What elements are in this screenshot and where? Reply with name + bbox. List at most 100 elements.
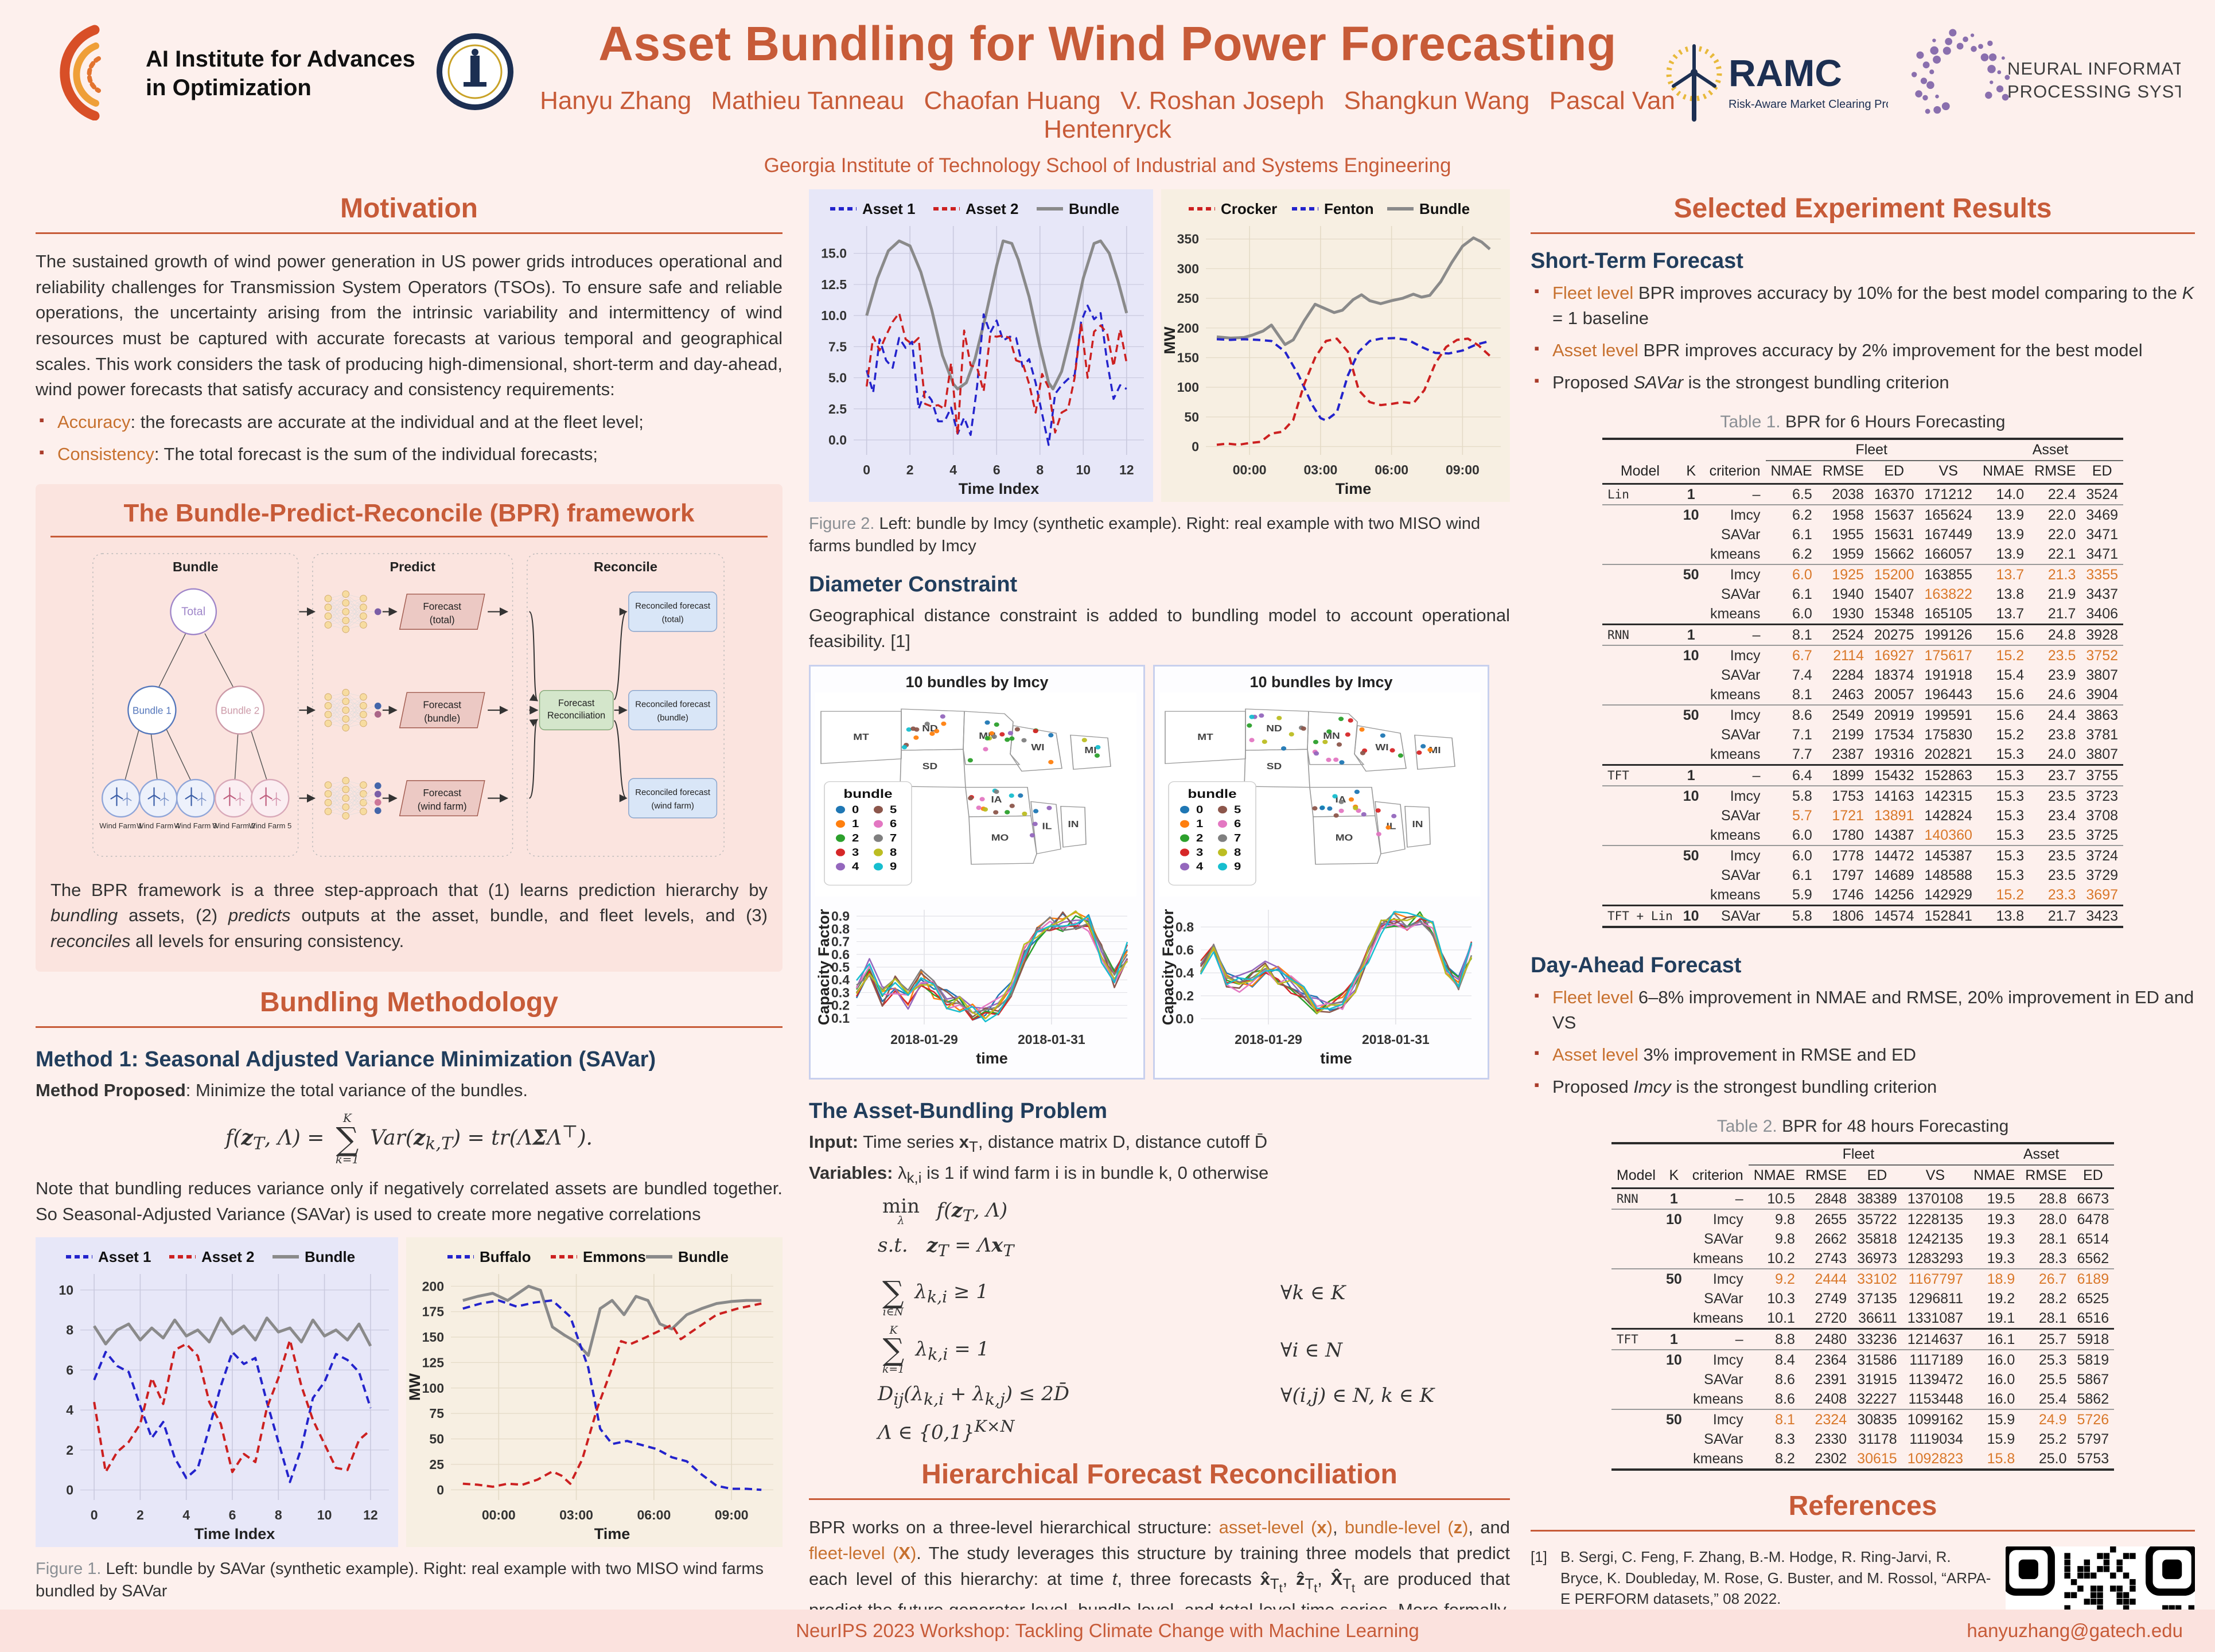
table-row: SAVar 8.6 2391 31915 1139472 16.0 25.5 5867 (1704, 1371, 2109, 1388)
svg-text:10: 10 (317, 1507, 332, 1522)
svg-text:2: 2 (906, 462, 914, 477)
svg-text:SD: SD (1267, 761, 1282, 771)
table-row: 50 Imcy 8.1 2324 30835 1099162 15.9 24.9 5726 (1611, 1409, 2115, 1430)
line-chart: 0 2 4 6 8 10 0 2 4 6 8 10 12 Time Index Asset 1 Asset 2… (36, 1237, 398, 1548)
svg-text:Asset 2: Asset 2 (966, 200, 1019, 217)
svg-text:Predict: Predict (390, 559, 435, 574)
svg-text:0.5: 0.5 (831, 960, 850, 975)
method1-heading: Method 1: Seasonal Adjusted Variance Min… (36, 1047, 656, 1072)
table-row: SAVar 6.1 1940 15407 163822 13.8 21.9 3437 (1720, 586, 2119, 602)
line-chart: 0.0 2.5 5.0 7.5 10.0 12.5 15.0 0 2 4 6 8 10 12 Time In… (809, 189, 1153, 502)
capacity-chart-left: 0.1 0.2 0.3 0.4 0.5 0.6 0.7 0.8 0.9 2018-01-29 201… (815, 899, 1139, 1074)
abp-input: Input: Time series xT, distance matrix D… (809, 1131, 1268, 1155)
svg-text:Bundle: Bundle (173, 559, 219, 574)
svg-text:MW: MW (406, 1373, 423, 1401)
map-right-box: 10 bundles by Imcy MT ND SD MN WI MI IA IL IN MO b… (1153, 664, 1489, 1080)
svg-text:0.2: 0.2 (831, 998, 850, 1012)
svg-text:4: 4 (182, 1507, 190, 1522)
line-chart: 0 25 50 75 100 125 150 175 200 00:00 03:00 06:00 09:… (406, 1237, 783, 1548)
figure1-caption: Figure 1. Left: bundle by SAVar (synthet… (36, 1560, 764, 1601)
svg-text:2.5: 2.5 (828, 402, 847, 416)
svg-text:15.0: 15.0 (821, 246, 847, 261)
table-row: kmeans 6.0 1930 15348 165105 13.7 21.7 3406 (1710, 605, 2119, 622)
svg-text:25: 25 (429, 1457, 444, 1472)
svg-text:2018-01-29: 2018-01-29 (1235, 1032, 1302, 1047)
method1-note: Note that bundling reduces variance only… (36, 1178, 783, 1224)
table-row: SAVar 6.1 1955 15631 167449 13.9 22.0 3471 (1720, 526, 2119, 543)
table-row: kmeans 7.7 2387 19316 202821 15.3 24.0 3807 (1710, 746, 2119, 762)
georgia-tech-seal-icon (435, 32, 515, 115)
svg-text:Bundle 2: Bundle 2 (221, 704, 260, 716)
svg-text:0.4: 0.4 (1175, 965, 1194, 980)
divider (50, 535, 768, 537)
svg-text:Reconcile: Reconcile (594, 559, 657, 574)
figure2-left-chart: 0.0 2.5 5.0 7.5 10.0 12.5 15.0 0 2 4 6 8 10 12 Time In… (809, 189, 1153, 505)
svg-text:bundle: bundle (843, 786, 892, 800)
header-right-logos: RAMC Risk-Aware Market Clearing Project N… (1659, 29, 2215, 135)
reference-item: [1] B. Sergi, C. Feng, F. Zhang, B.-M. Ho… (1531, 1548, 1991, 1607)
bullet-consistency: Consistency: The total forecast is the s… (36, 442, 783, 467)
table-row: SAVar 7.1 2199 17534 175830 15.2 23.8 3781 (1720, 726, 2119, 743)
line-chart: 0.0 0.2 0.4 0.6 0.8 2018-01-29 2018-01-31 time C… (1159, 899, 1481, 1072)
svg-text:0: 0 (1192, 439, 1199, 454)
svg-text:Crocker: Crocker (1221, 200, 1277, 217)
svg-text:100: 100 (422, 1381, 444, 1396)
svg-text:75: 75 (429, 1406, 444, 1421)
svg-text:0: 0 (66, 1483, 73, 1498)
svg-text:Reconciled forecast: Reconciled forecast (635, 700, 711, 709)
svg-text:MI: MI (1084, 745, 1096, 755)
table-row: 10 Imcy 6.7 2114 16927 175617 15.2 23.5 3752 (1602, 645, 2124, 666)
table-row: kmeans 10.1 2720 36611 1331087 19.1 28.1 6516 (1693, 1310, 2109, 1326)
svg-text:6: 6 (229, 1507, 236, 1522)
authors: Hanyu Zhang Mathieu Tanneau Chaofan Huan… (540, 87, 1675, 143)
divider (1531, 1530, 2195, 1532)
table-row: TFT + Lin 10 SAVar 5.8 1806 14574 152841 13.8 21… (1602, 905, 2124, 928)
table-row: 10 Imcy 6.2 1958 15637 165624 13.9 22.0 3469 (1602, 504, 2124, 525)
svg-text:6: 6 (66, 1362, 73, 1377)
svg-text:250: 250 (1177, 291, 1199, 306)
svg-text:MO: MO (1336, 832, 1353, 842)
svg-text:200: 200 (422, 1279, 444, 1293)
svg-text:9: 9 (1234, 861, 1241, 872)
svg-text:2018-01-31: 2018-01-31 (1362, 1032, 1430, 1047)
short-term-bullets: Fleet level BPR improves accuracy by 10%… (1531, 280, 2195, 395)
capacity-chart-right: 0.0 0.2 0.4 0.6 0.8 2018-01-29 2018-01-31 time C… (1159, 899, 1483, 1074)
svg-text:50: 50 (429, 1432, 444, 1447)
svg-text:Buffalo: Buffalo (480, 1248, 531, 1265)
footer-email: hanyuzhang@gatech.edu (1967, 1620, 2183, 1641)
svg-text:3: 3 (852, 847, 859, 858)
figure1-right-chart: 0 25 50 75 100 125 150 175 200 00:00 03:00 06:00 09:… (406, 1237, 783, 1550)
map-legend: bundle 0 1 2 3 4 5 6 7 8 9 (824, 781, 912, 886)
svg-text:Forecast: Forecast (423, 601, 461, 612)
svg-text:Bundle: Bundle (1419, 200, 1470, 217)
svg-text:(wind farm): (wind farm) (418, 800, 467, 812)
abp-variables: Variables: λk,i is 1 if wind farm i is i… (809, 1162, 1269, 1187)
table-row: SAVar 5.7 1721 13891 142824 15.3 23.4 3708 (1720, 807, 2119, 824)
table-row: SAVar 8.3 2330 31178 1119034 15.9 25.2 5797 (1704, 1431, 2109, 1447)
svg-text:(total): (total) (662, 615, 684, 624)
svg-text:03:00: 03:00 (559, 1507, 593, 1522)
ramc-logo-svg: RAMC Risk-Aware Market Clearing Project (1666, 44, 1910, 122)
map-left-title: 10 bundles by Imcy (905, 673, 1049, 691)
table-row: kmeans 8.2 2302 30615 1092823 15.8 25.0 5753 (1693, 1450, 2109, 1467)
svg-text:Bundle: Bundle (678, 1248, 729, 1265)
svg-text:0: 0 (91, 1507, 98, 1522)
svg-text:0: 0 (1196, 804, 1203, 815)
table-row: 10 Imcy 5.8 1753 14163 142315 15.3 23.5 3723 (1602, 785, 2124, 806)
svg-text:0.8: 0.8 (1175, 919, 1194, 934)
motivation-body: The sustained growth of wind power gener… (36, 251, 783, 400)
divider (1531, 232, 2195, 234)
figure2-caption: Figure 2. Left: bundle by Imcy (syntheti… (809, 515, 1481, 556)
svg-text:IA: IA (991, 794, 1002, 804)
bundle-maps: 10 bundles by Imcy MT ND SD MN WI MI IA IL IN MO b… (809, 664, 1510, 1080)
svg-text:350: 350 (1177, 232, 1199, 247)
svg-text:WI: WI (1375, 742, 1388, 752)
bpr-framework-box: The Bundle-Predict-Reconcile (BPR) frame… (36, 484, 783, 972)
svg-text:MO: MO (991, 832, 1009, 842)
bpr-caption: The BPR framework is a three step-approa… (50, 879, 768, 952)
abp-constraint: ∑ i∈N λk,i ≥ 1 ∀k ∈ K (882, 1275, 1346, 1318)
svg-text:2: 2 (66, 1443, 73, 1458)
table-row: RNN 1–10.5 2848 38389 1370108 19.5 28.8 6673 (1616, 1190, 2109, 1207)
svg-text:MN: MN (1323, 730, 1340, 741)
